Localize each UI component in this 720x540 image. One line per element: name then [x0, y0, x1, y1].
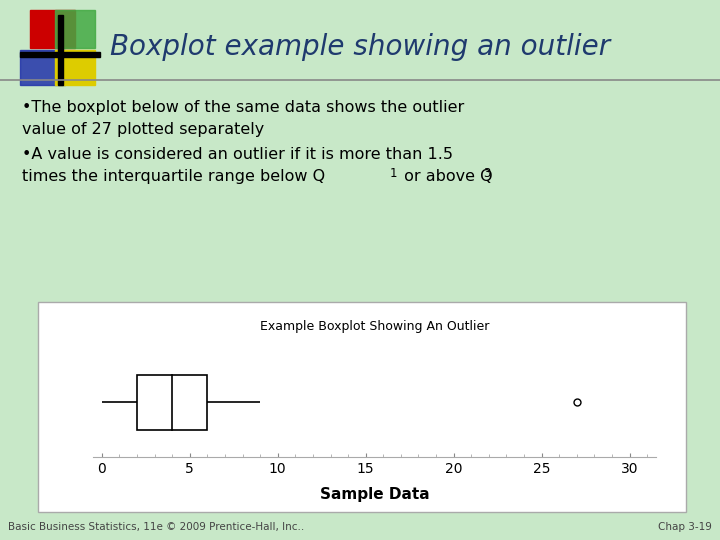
Text: or above Q: or above Q [399, 169, 492, 184]
Bar [38, 302, 686, 512]
Text: Basic Business Statistics, 11e © 2009 Prentice-Hall, Inc..: Basic Business Statistics, 11e © 2009 Pr… [8, 522, 305, 532]
Bar [137, 375, 207, 430]
Bar [30, 10, 75, 48]
Bar [20, 50, 65, 85]
X-axis label: Sample Data: Sample Data [320, 487, 429, 502]
Text: •The boxplot below of the same data shows the outlier: •The boxplot below of the same data show… [22, 100, 464, 115]
Text: Chap 3-19: Chap 3-19 [658, 522, 712, 532]
Text: Boxplot example showing an outlier: Boxplot example showing an outlier [110, 33, 610, 61]
Bar [55, 10, 95, 48]
Text: times the interquartile range below Q: times the interquartile range below Q [22, 169, 325, 184]
Bar [55, 50, 95, 85]
Text: 3: 3 [483, 167, 490, 180]
Text: 1: 1 [390, 167, 397, 180]
Bar [58, 15, 63, 85]
Title: Example Boxplot Showing An Outlier: Example Boxplot Showing An Outlier [260, 320, 489, 333]
Bar [20, 52, 100, 57]
Text: value of 27 plotted separately: value of 27 plotted separately [22, 122, 264, 137]
Text: •A value is considered an outlier if it is more than 1.5: •A value is considered an outlier if it … [22, 147, 453, 162]
